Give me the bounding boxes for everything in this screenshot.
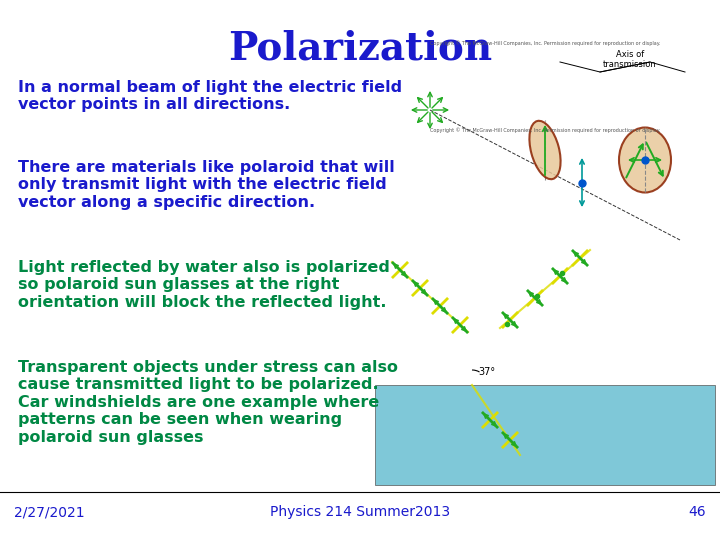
Ellipse shape [529, 121, 561, 179]
Text: 46: 46 [688, 505, 706, 519]
Text: 37°: 37° [478, 367, 495, 377]
Text: Physics 214 Summer2013: Physics 214 Summer2013 [270, 505, 450, 519]
Text: Polarization: Polarization [228, 30, 492, 68]
Text: Copyright © The McGraw-Hill Companies, Inc. Permission required for reproduction: Copyright © The McGraw-Hill Companies, I… [430, 127, 660, 133]
Text: Transparent objects under stress can also
cause transmitted light to be polarize: Transparent objects under stress can als… [18, 360, 398, 444]
Text: 2/27/2021: 2/27/2021 [14, 505, 85, 519]
Bar [375, 385, 715, 485]
Bar [375, 125, 715, 270]
Text: Axis of
transmission: Axis of transmission [603, 50, 657, 70]
Text: There are materials like polaroid that will
only transmit light with the electri: There are materials like polaroid that w… [18, 160, 395, 210]
Ellipse shape [619, 127, 671, 192]
Text: Copyright © The McGraw-Hill Companies, Inc. Permission required for reproduction: Copyright © The McGraw-Hill Companies, I… [430, 40, 660, 45]
Text: In a normal beam of light the electric field
vector points in all directions.: In a normal beam of light the electric f… [18, 80, 402, 112]
Text: Light reflected by water also is polarized
so polaroid sun glasses at the right
: Light reflected by water also is polariz… [18, 260, 390, 310]
